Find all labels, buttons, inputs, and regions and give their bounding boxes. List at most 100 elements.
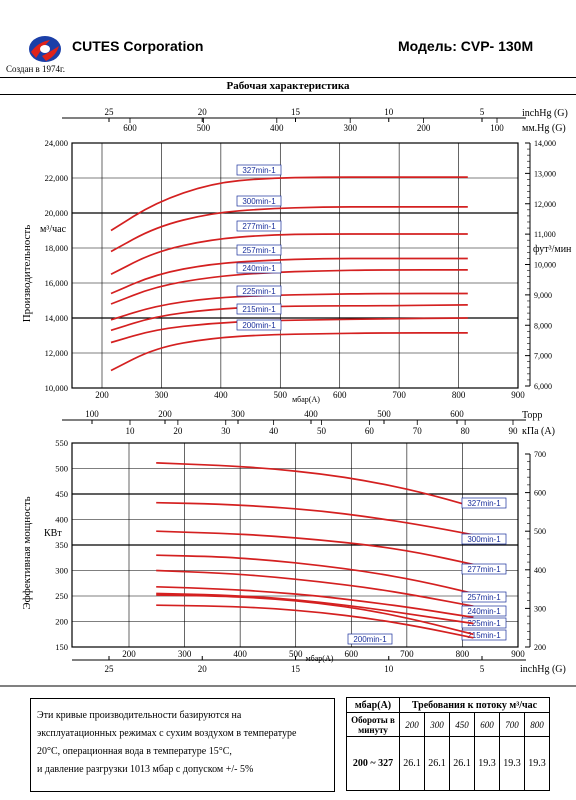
bottom-scale-label: 20: [198, 664, 208, 674]
y-tick-label: 350: [55, 540, 68, 550]
series-label: 277min-1: [242, 222, 276, 231]
note-line: эксплуатационных режимах с сухим воздухо…: [37, 728, 297, 739]
top-scale-label: 40: [269, 426, 279, 436]
series-label: 225min-1: [467, 619, 501, 628]
top-scale-unit: кПа (A): [522, 426, 555, 437]
series-line: [156, 604, 474, 639]
y-tick-label: 150: [55, 642, 68, 652]
y-axis-title: Эффективная мощность: [21, 496, 33, 609]
section-title: Рабочая характеристика: [226, 80, 350, 92]
right-tick-label: 12,000: [534, 200, 556, 209]
x-tick-label: 200: [95, 390, 109, 400]
y-tick-label: 450: [55, 489, 68, 499]
top-scale-label: 500: [197, 123, 211, 133]
series-label-box: [347, 633, 393, 645]
right-tick-label: 6,000: [534, 382, 552, 391]
x-tick-label: 300: [178, 649, 192, 659]
top-scale-label: 20: [198, 107, 208, 117]
series-line: [156, 554, 474, 595]
series-label-box: [236, 220, 282, 232]
y-tick-label: 22,000: [45, 173, 68, 183]
series-label: 215min-1: [467, 631, 501, 640]
series-line: [110, 269, 468, 305]
series-label-box: [236, 303, 282, 315]
bottom-scale-label: 10: [384, 664, 394, 674]
series-label: 300min-1: [467, 535, 501, 544]
right-tick-label: 200: [534, 643, 546, 652]
note-line: и давление разгрузки 1013 мбар с допуско…: [37, 764, 254, 775]
y-axis-unit: м³/час: [40, 224, 67, 235]
series-label: 240min-1: [242, 264, 276, 273]
y-tick-label: 14,000: [45, 313, 68, 323]
x-tick-label: 600: [345, 649, 359, 659]
series-label-box: [236, 244, 282, 256]
x-tick-label: 400: [233, 649, 247, 659]
series-label: 257min-1: [467, 593, 501, 602]
pressure-header: мбар(A): [346, 697, 400, 713]
series-label-box: [461, 591, 507, 603]
series-line: [156, 592, 474, 625]
performance-charts: 10,000 12,000 14,000 16,000 18,000 20,000 22,0…: [0, 107, 576, 687]
y-tick-label: 300: [55, 566, 68, 576]
series-line: [156, 594, 474, 636]
series-label: 200min-1: [353, 635, 387, 644]
series-label: 215min-1: [242, 305, 276, 314]
series-line: [110, 332, 468, 372]
top-scale-unit: inchHg (G): [522, 108, 568, 119]
y-tick-label: 200: [55, 617, 68, 627]
series-label-box: [461, 533, 507, 545]
right-tick-label: 500: [534, 527, 546, 536]
right-tick-label: 300: [534, 604, 546, 613]
top-scale-unit: Торр: [522, 410, 542, 421]
top-scale-label: 80: [461, 426, 471, 436]
x-tick-label: 800: [456, 649, 470, 659]
right-tick-label: 700: [534, 450, 546, 459]
top-scale-label: 600: [450, 409, 464, 419]
conditions-note: Эти кривые производительности базируются…: [30, 698, 335, 792]
note-line: Эти кривые производительности базируются…: [37, 710, 242, 721]
flow-value: 26.1: [449, 736, 475, 791]
top-scale-label: 60: [365, 426, 375, 436]
x-tick-label: 600: [333, 390, 347, 400]
top-scale-label: 25: [105, 107, 115, 117]
series-line: [110, 206, 468, 253]
series-label: 300min-1: [242, 197, 276, 206]
series-label-box: [236, 262, 282, 274]
y-axis-title: Производительность: [21, 225, 33, 323]
right-tick-label: 8,000: [534, 321, 552, 330]
series-label: 327min-1: [242, 166, 276, 175]
pressure-col: 800: [524, 712, 550, 737]
x-tick-label: 700: [392, 390, 406, 400]
bottom-scale-unit: inchHg (G): [520, 664, 566, 675]
right-tick-label: 400: [534, 566, 546, 575]
founded-note: Создан в 1974г.: [6, 64, 65, 74]
top-scale-label: 600: [123, 123, 137, 133]
top-scale-label: 20: [173, 426, 183, 436]
flow-value: 26.1: [424, 736, 450, 791]
right-tick-label: 11,000: [534, 230, 556, 239]
y-tick-label: 12,000: [45, 348, 68, 358]
series-label-box: [461, 617, 507, 629]
series-label: 257min-1: [242, 246, 276, 255]
top-scale-label: 30: [221, 426, 231, 436]
plot-frame: [71, 442, 519, 648]
x-axis-label: мбар(A): [292, 395, 320, 404]
divider-title: [0, 94, 576, 95]
bottom-scale-label: 15: [291, 664, 301, 674]
right-tick-label: 600: [534, 489, 546, 498]
series-label: 327min-1: [467, 499, 501, 508]
y-tick-label: 16,000: [45, 278, 68, 288]
top-scale-unit: мм.Hg (G): [522, 123, 566, 134]
series-line: [110, 176, 468, 232]
series-label: 225min-1: [242, 287, 276, 296]
top-scale-label: 200: [158, 409, 172, 419]
y-tick-label: 10,000: [45, 383, 68, 393]
top-scale-label: 500: [377, 409, 391, 419]
pressure-col: 600: [474, 712, 500, 737]
flow-value: 26.1: [399, 736, 425, 791]
right-tick-label: 7,000: [534, 352, 552, 361]
bottom-scale-label: 25: [105, 664, 115, 674]
x-tick-label: 500: [289, 649, 303, 659]
y-tick-label: 18,000: [45, 243, 68, 253]
y-axis-unit: КВт: [44, 528, 62, 539]
